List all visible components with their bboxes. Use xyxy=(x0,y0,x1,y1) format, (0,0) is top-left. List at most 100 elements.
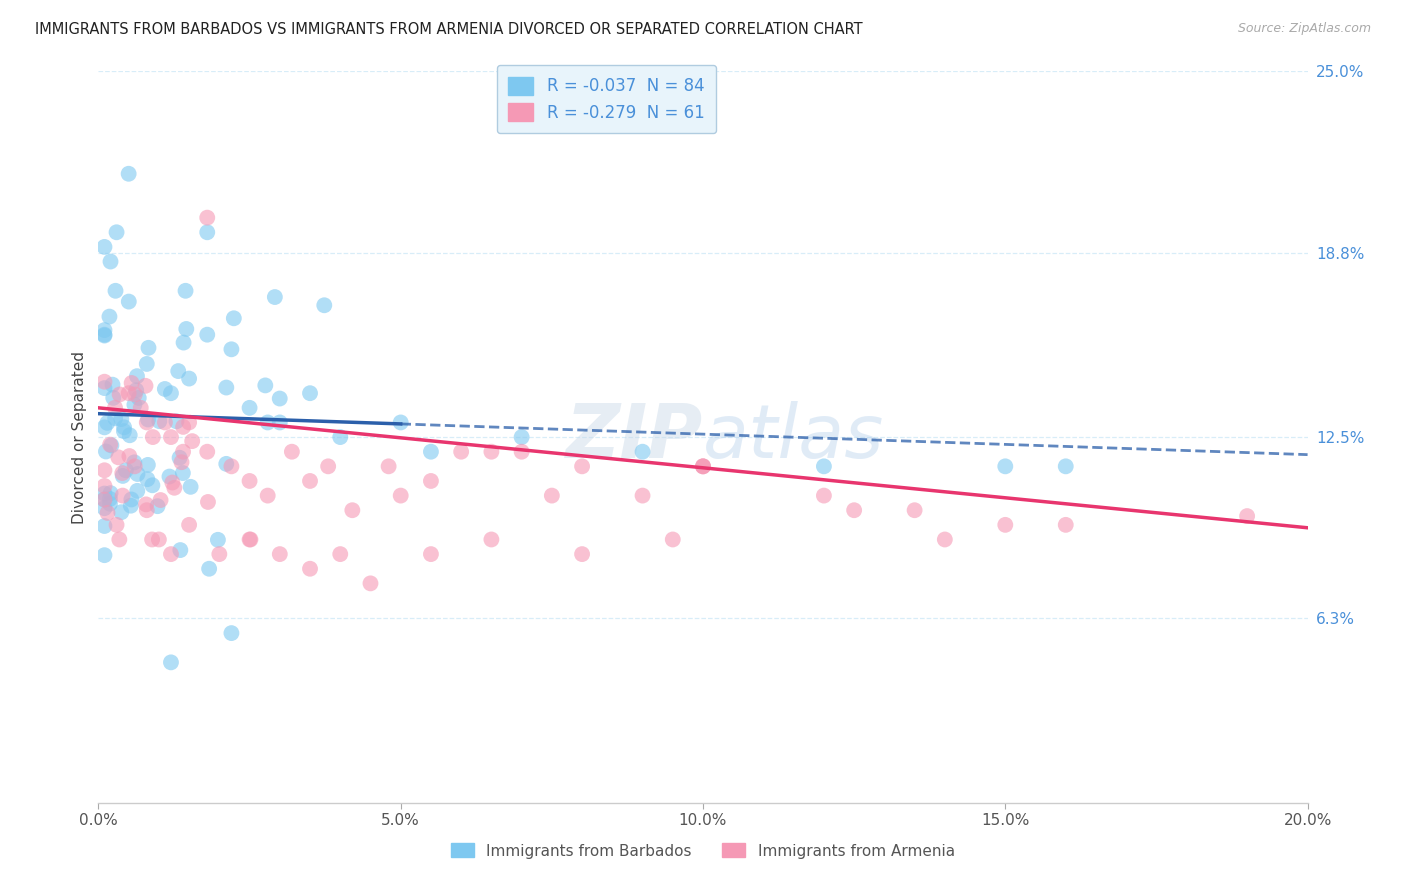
Point xyxy=(148,414,170,428)
Point xyxy=(98,310,121,324)
Point xyxy=(934,533,956,547)
Point xyxy=(195,211,218,225)
Point xyxy=(360,576,382,591)
Point xyxy=(98,491,121,506)
Point xyxy=(195,225,218,239)
Point xyxy=(510,444,533,458)
Point xyxy=(135,497,157,511)
Point xyxy=(181,434,204,449)
Point xyxy=(179,371,201,385)
Point xyxy=(118,428,141,442)
Point xyxy=(420,474,443,488)
Point xyxy=(389,489,412,503)
Point xyxy=(118,167,141,181)
Point xyxy=(239,401,262,415)
Point xyxy=(316,459,339,474)
Point xyxy=(571,459,593,474)
Point xyxy=(111,469,134,483)
Point xyxy=(179,517,201,532)
Point xyxy=(844,503,866,517)
Point xyxy=(93,323,115,337)
Point xyxy=(173,335,195,350)
Point xyxy=(135,357,157,371)
Point xyxy=(111,466,134,480)
Point xyxy=(107,450,129,465)
Point xyxy=(110,505,132,519)
Point xyxy=(420,444,443,458)
Point xyxy=(239,474,262,488)
Point xyxy=(239,533,262,547)
Point xyxy=(93,381,115,395)
Point xyxy=(269,392,291,406)
Point xyxy=(98,437,121,451)
Point xyxy=(172,466,194,480)
Point xyxy=(692,459,714,474)
Point xyxy=(127,483,149,498)
Point xyxy=(170,455,193,469)
Point xyxy=(101,377,124,392)
Point xyxy=(93,420,115,434)
Point xyxy=(1054,517,1077,532)
Point xyxy=(329,430,352,444)
Point xyxy=(149,493,172,508)
Point xyxy=(377,459,399,474)
Point xyxy=(93,548,115,562)
Point xyxy=(174,284,197,298)
Point xyxy=(110,412,132,426)
Point xyxy=(631,444,654,458)
Point xyxy=(142,430,165,444)
Point xyxy=(93,463,115,477)
Point xyxy=(98,497,121,511)
Point xyxy=(269,416,291,430)
Point xyxy=(93,519,115,533)
Point xyxy=(93,240,115,254)
Point xyxy=(160,656,183,670)
Point xyxy=(108,533,131,547)
Legend: Immigrants from Barbados, Immigrants from Armenia: Immigrants from Barbados, Immigrants fro… xyxy=(446,838,960,864)
Point xyxy=(93,328,115,343)
Point xyxy=(100,254,122,268)
Point xyxy=(450,444,472,458)
Point xyxy=(256,416,278,430)
Point xyxy=(994,517,1017,532)
Point xyxy=(195,327,218,342)
Point xyxy=(136,412,159,426)
Point xyxy=(1054,459,1077,474)
Point xyxy=(389,416,412,430)
Point xyxy=(112,420,135,434)
Point xyxy=(904,503,927,517)
Point xyxy=(1236,509,1258,524)
Point xyxy=(281,444,304,458)
Point xyxy=(329,547,352,561)
Point xyxy=(420,547,443,561)
Point xyxy=(269,547,291,561)
Point xyxy=(153,416,176,430)
Point xyxy=(198,562,221,576)
Point xyxy=(239,533,262,547)
Point xyxy=(631,489,654,503)
Point xyxy=(540,489,562,503)
Point xyxy=(100,486,122,500)
Point xyxy=(207,533,229,547)
Point xyxy=(141,533,163,547)
Point xyxy=(221,343,243,357)
Point xyxy=(138,341,160,355)
Point xyxy=(124,387,146,401)
Point xyxy=(96,506,118,520)
Point xyxy=(136,472,159,486)
Point xyxy=(148,533,170,547)
Point xyxy=(263,290,285,304)
Point xyxy=(215,457,238,471)
Point xyxy=(146,499,169,513)
Point xyxy=(94,444,117,458)
Point xyxy=(221,459,243,474)
Point xyxy=(118,386,141,401)
Point xyxy=(120,499,142,513)
Point xyxy=(256,489,278,503)
Point xyxy=(208,547,231,561)
Point xyxy=(692,459,714,474)
Point xyxy=(167,364,190,378)
Point xyxy=(104,284,127,298)
Point xyxy=(994,459,1017,474)
Point xyxy=(195,444,218,458)
